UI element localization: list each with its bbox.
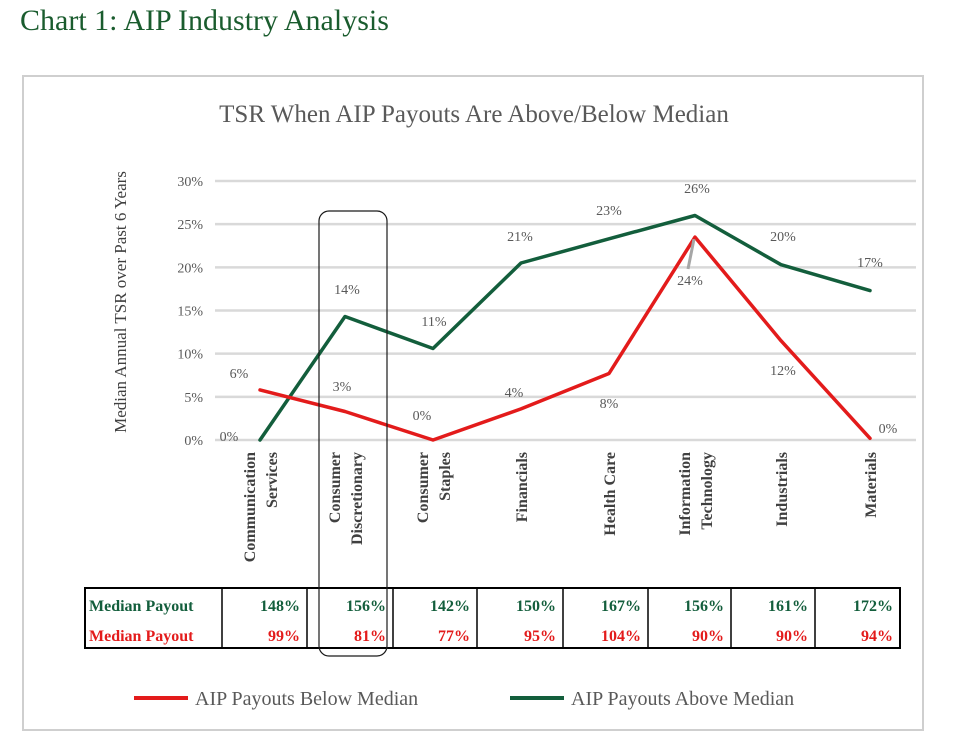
data-label: 4%	[505, 386, 524, 401]
x-category-labels: Communication Services Consumer Discretiona…	[242, 452, 880, 562]
y-tick-labels: 0% 5% 10% 15% 20% 25% 30%	[177, 175, 203, 449]
y-tick-label: 0%	[184, 434, 203, 449]
data-label: 24%	[677, 274, 703, 289]
payout-value: 156%	[346, 598, 386, 615]
y-tick-label: 10%	[177, 348, 203, 363]
category-label: Communication	[242, 452, 259, 562]
data-labels: 6% 3% 0% 4% 8% 24% 12% 0% 0% 14% 11% 21% 23% 26% 20% 17…	[220, 182, 898, 445]
category-label: Financials	[514, 452, 531, 522]
series-line-below-median	[258, 235, 872, 442]
category-label: Discretionary	[349, 452, 366, 545]
payout-row-label: Median Payout	[89, 598, 194, 615]
payout-table: Median Payout 148% 156% 142% 150% 167% 156% 161…	[84, 587, 901, 649]
leader-line	[686, 238, 696, 270]
y-tick-label: 15%	[177, 305, 203, 320]
category-label: Staples	[437, 452, 454, 501]
page-heading: Chart 1: AIP Industry Analysis	[20, 4, 389, 37]
payout-value: 148%	[260, 598, 300, 615]
category-label: Technology	[699, 452, 716, 530]
payout-value: 81%	[354, 628, 386, 645]
series-lines	[258, 213, 872, 442]
payout-value: 99%	[268, 628, 300, 645]
data-label: 20%	[770, 230, 796, 245]
data-label: 0%	[879, 422, 898, 437]
payout-value: 94%	[861, 628, 893, 645]
highlight-box	[318, 210, 388, 657]
data-label: 17%	[857, 256, 883, 271]
payout-value: 95%	[524, 628, 556, 645]
y-tick-label: 30%	[177, 175, 203, 190]
gridlines	[215, 179, 916, 442]
series-line-above-median	[258, 213, 872, 442]
data-label: 11%	[421, 315, 446, 330]
chart-frame	[22, 75, 924, 731]
chart-title: TSR When AIP Payouts Are Above/Below Med…	[219, 101, 729, 128]
category-label: Health Care	[602, 452, 619, 536]
data-label: 6%	[230, 367, 249, 382]
payout-row-label: Median Payout	[89, 628, 194, 645]
payout-value: 172%	[853, 598, 893, 615]
legend-label-below-median: AIP Payouts Below Median	[195, 688, 418, 710]
legend: AIP Payouts Below Median AIP Payouts Abov…	[134, 688, 794, 710]
data-label: 12%	[770, 364, 796, 379]
table-border	[84, 587, 901, 649]
category-label: Consumer	[327, 452, 344, 523]
payout-value: 161%	[768, 598, 808, 615]
category-label: Consumer	[415, 452, 432, 523]
payout-value: 90%	[776, 628, 808, 645]
data-label: 0%	[413, 409, 432, 424]
data-label: 3%	[333, 380, 352, 395]
category-label: Services	[264, 452, 281, 508]
data-label: 0%	[220, 430, 239, 445]
payout-value: 77%	[438, 628, 470, 645]
payout-value: 150%	[516, 598, 556, 615]
category-label: Industrials	[774, 452, 791, 527]
payout-value: 104%	[601, 628, 641, 645]
data-label: 26%	[684, 182, 710, 197]
payout-value: 167%	[601, 598, 641, 615]
legend-label-above-median: AIP Payouts Above Median	[571, 688, 794, 710]
data-label: 8%	[600, 397, 619, 412]
data-label: 21%	[507, 230, 533, 245]
y-tick-label: 5%	[184, 391, 203, 406]
payout-value: 156%	[684, 598, 724, 615]
category-label: Information	[677, 452, 694, 536]
category-label: Materials	[863, 452, 880, 518]
y-axis-label: Median Annual TSR over Past 6 Years	[111, 171, 130, 433]
data-label: 14%	[334, 283, 360, 298]
y-tick-label: 25%	[177, 218, 203, 233]
data-label: 23%	[596, 204, 622, 219]
payout-value: 142%	[430, 598, 470, 615]
y-tick-label: 20%	[177, 261, 203, 276]
payout-value: 90%	[692, 628, 724, 645]
